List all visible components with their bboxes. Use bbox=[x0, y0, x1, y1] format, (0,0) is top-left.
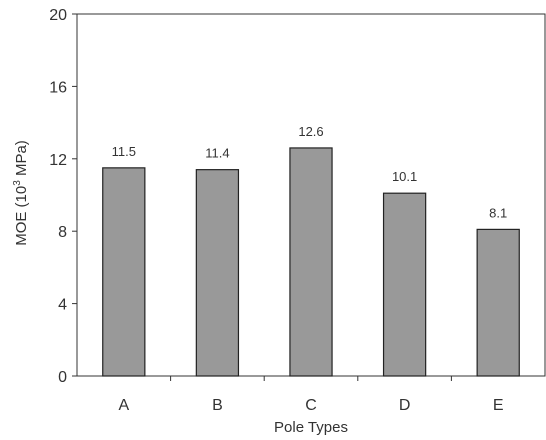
x-tick-label-b: B bbox=[212, 397, 223, 414]
y-tick-label: 16 bbox=[49, 79, 67, 96]
y-axis-label: MOE (103 MPa) bbox=[12, 140, 30, 246]
data-label-a: 11.5 bbox=[112, 144, 136, 159]
y-axis-label-main: MOE (10 bbox=[13, 186, 30, 246]
x-tick-label-c: C bbox=[305, 397, 317, 414]
bars bbox=[102, 147, 520, 377]
bar-a bbox=[102, 167, 146, 377]
data-label-d: 10.1 bbox=[392, 169, 417, 184]
y-tick-label: 20 bbox=[49, 7, 67, 24]
x-axis-label: Pole Types bbox=[274, 419, 348, 436]
y-axis-ticks: 0 4 8 12 16 20 bbox=[49, 7, 77, 386]
bar-c bbox=[289, 147, 333, 377]
bar-e bbox=[476, 228, 520, 377]
x-tick-label-a: A bbox=[118, 397, 129, 414]
x-axis-ticks: A B C D E bbox=[118, 376, 504, 414]
y-axis-label-superscript: 3 bbox=[12, 180, 23, 186]
y-tick-label: 12 bbox=[49, 152, 67, 169]
y-tick-label: 0 bbox=[58, 369, 67, 386]
x-tick-label-d: D bbox=[399, 397, 411, 414]
bar-d bbox=[382, 192, 427, 377]
data-label-c: 12.6 bbox=[298, 124, 323, 139]
y-tick-label: 4 bbox=[58, 297, 67, 314]
data-label-e: 8.1 bbox=[489, 205, 507, 220]
data-labels: 11.5 11.4 12.6 10.1 8.1 bbox=[112, 124, 508, 220]
bar-b bbox=[195, 169, 240, 377]
y-tick-label: 8 bbox=[58, 224, 67, 241]
x-tick-label-e: E bbox=[493, 397, 504, 414]
y-axis-label-unit: MPa) bbox=[13, 140, 30, 180]
data-label-b: 11.4 bbox=[205, 146, 229, 161]
